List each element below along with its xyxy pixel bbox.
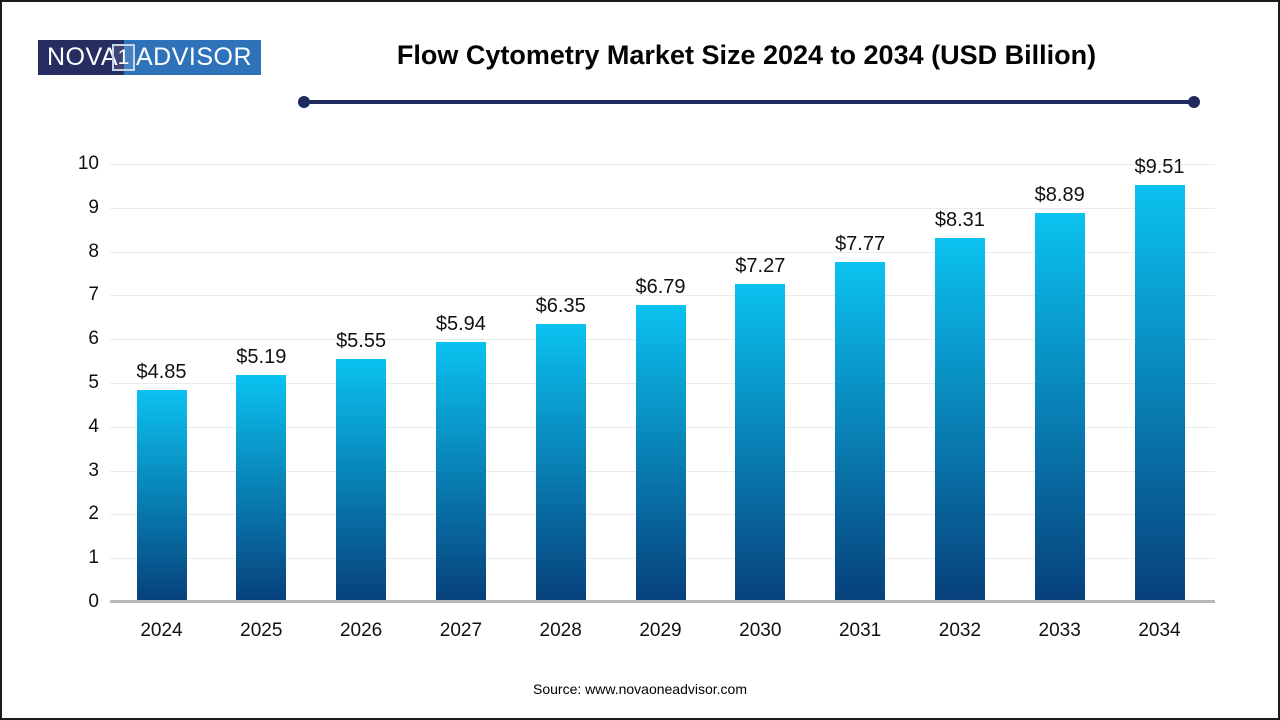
bar-value-label: $6.35 bbox=[535, 294, 586, 317]
bar bbox=[236, 374, 287, 602]
y-tick-label: 5 bbox=[88, 372, 99, 393]
x-tick-label: 2024 bbox=[140, 620, 183, 641]
x-tick-label: 2031 bbox=[838, 620, 882, 641]
chart-title: Flow Cytometry Market Size 2024 to 2034 … bbox=[396, 40, 1097, 70]
y-tick-label: 7 bbox=[88, 284, 99, 306]
gridline bbox=[110, 295, 1215, 297]
bar-value-label: $8.31 bbox=[934, 209, 985, 232]
y-tick-label: 4 bbox=[88, 415, 99, 437]
logo-text-advisor: ADVISOR bbox=[135, 43, 252, 71]
x-tick-label: 2033 bbox=[1038, 620, 1081, 641]
logo-text-nova: NOVA bbox=[47, 43, 118, 71]
y-tick-label: 6 bbox=[88, 328, 99, 350]
x-tick-label: 2026 bbox=[339, 620, 383, 641]
gridline bbox=[110, 207, 1215, 209]
source-text: Source: www.novaoneadvisor.com bbox=[533, 681, 747, 697]
logo-right-panel: ADVISOR bbox=[124, 40, 261, 75]
bar-value-label: $6.79 bbox=[635, 275, 686, 298]
bar-value-label: $7.77 bbox=[835, 232, 886, 255]
title-underline bbox=[298, 96, 1200, 108]
logo-one-badge: 1 bbox=[112, 44, 135, 71]
bar-value-label: $7.27 bbox=[735, 254, 786, 277]
y-tick-label: 2 bbox=[88, 503, 99, 525]
underline-left-dot bbox=[298, 96, 310, 108]
bar bbox=[1034, 212, 1085, 602]
bar bbox=[735, 283, 786, 602]
bar bbox=[136, 389, 187, 602]
logo-text-one: 1 bbox=[117, 45, 130, 69]
bar bbox=[934, 238, 985, 602]
y-tick-label: 0 bbox=[88, 591, 99, 612]
y-tick-label: 1 bbox=[88, 547, 99, 569]
bar bbox=[336, 358, 387, 602]
bar bbox=[1134, 185, 1185, 602]
x-tick-label: 2029 bbox=[639, 620, 682, 641]
x-tick-label: 2030 bbox=[739, 620, 782, 641]
plot-area: $4.85 $5.19 $5.55 $5.94 $6.35 $6.79 $7.27 $7.77… bbox=[110, 156, 1215, 602]
x-tick-label: 2025 bbox=[240, 620, 283, 641]
y-tick-label: 9 bbox=[88, 196, 99, 218]
x-tick-label: 2028 bbox=[539, 620, 582, 641]
x-tick-label: 2032 bbox=[938, 620, 982, 641]
y-tick-label: 8 bbox=[88, 240, 99, 262]
gridline bbox=[110, 164, 1215, 165]
y-tick-label: 3 bbox=[88, 459, 99, 481]
bar bbox=[535, 323, 586, 602]
gridline bbox=[110, 251, 1215, 253]
bar bbox=[435, 341, 486, 602]
novaone-advisor-logo: NOVA ADVISOR 1 bbox=[38, 40, 261, 75]
y-tick-label: 10 bbox=[77, 153, 99, 174]
bar-value-label: $5.94 bbox=[435, 312, 486, 335]
bar-value-label: $9.51 bbox=[1134, 156, 1185, 179]
bar-value-label: $5.55 bbox=[336, 329, 387, 352]
bar bbox=[835, 261, 886, 602]
bar-value-label: $8.89 bbox=[1034, 183, 1085, 206]
logo-left-panel: NOVA bbox=[38, 40, 124, 75]
x-tick-label: 2027 bbox=[439, 620, 483, 641]
bar-value-label: $4.85 bbox=[136, 360, 187, 383]
underline-right-dot bbox=[1188, 96, 1200, 108]
bar-value-label: $5.19 bbox=[236, 345, 287, 368]
bar bbox=[635, 304, 686, 602]
x-tick-label: 2034 bbox=[1138, 620, 1181, 641]
x-axis-line bbox=[110, 600, 1215, 603]
